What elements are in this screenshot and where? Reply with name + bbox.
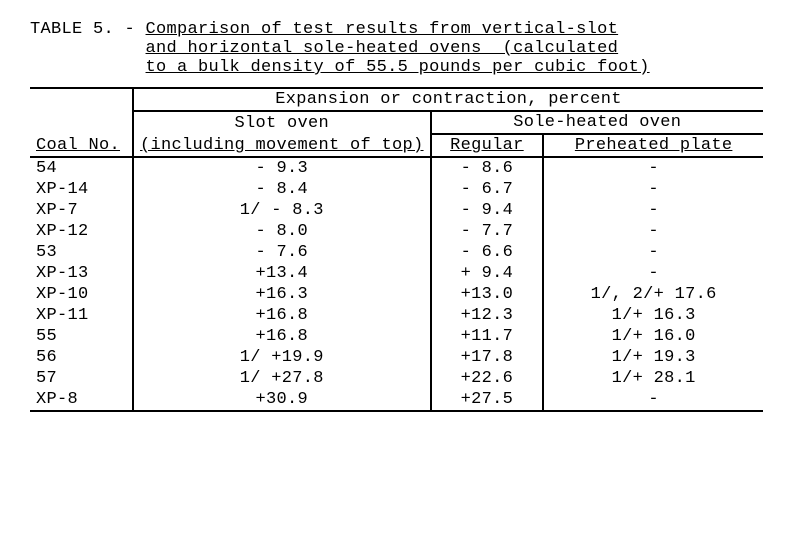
table-row: XP-12- 8.0- 7.7-	[30, 221, 763, 242]
cell-coal-no: 57	[30, 368, 133, 389]
cell-slot-oven: - 9.3	[133, 157, 431, 179]
cell-preheated: -	[543, 200, 763, 221]
cell-preheated: 1/, 2/+ 17.6	[543, 284, 763, 305]
cell-slot-oven: +16.3	[133, 284, 431, 305]
header-slot-oven-bot: (including movement of top)	[133, 134, 431, 157]
caption-indent-2	[30, 39, 146, 58]
cell-coal-no: XP-10	[30, 284, 133, 305]
table-row: 571/ +27.8+22.61/+ 28.1	[30, 368, 763, 389]
cell-coal-no: XP-11	[30, 305, 133, 326]
header-coal-no: Coal No.	[30, 134, 133, 157]
header-regular: Regular	[431, 134, 544, 157]
caption-line-3: to a bulk density of 55.5 pounds per cub…	[146, 58, 650, 77]
table-body: 54- 9.3- 8.6- XP-14- 8.4- 6.7- XP-71/ - …	[30, 157, 763, 411]
cell-regular: +13.0	[431, 284, 544, 305]
cell-regular: +11.7	[431, 326, 544, 347]
cell-slot-oven: 1/ +27.8	[133, 368, 431, 389]
header-expansion-span: Expansion or contraction, percent	[133, 88, 763, 111]
cell-regular: - 9.4	[431, 200, 544, 221]
cell-preheated: -	[543, 179, 763, 200]
results-table: Expansion or contraction, percent Slot o…	[30, 87, 763, 412]
cell-regular: +22.6	[431, 368, 544, 389]
cell-coal-no: 53	[30, 242, 133, 263]
caption-line-1: Comparison of test results from vertical…	[146, 20, 619, 39]
cell-regular: - 6.6	[431, 242, 544, 263]
cell-slot-oven: 1/ - 8.3	[133, 200, 431, 221]
caption-line-2: and horizontal sole-heated ovens (calcul…	[146, 39, 619, 58]
cell-coal-no: 54	[30, 157, 133, 179]
cell-slot-oven: +16.8	[133, 326, 431, 347]
table-caption: TABLE 5. - Comparison of test results fr…	[30, 20, 763, 77]
cell-regular: - 6.7	[431, 179, 544, 200]
cell-regular: +12.3	[431, 305, 544, 326]
cell-regular: +27.5	[431, 389, 544, 411]
cell-preheated: -	[543, 242, 763, 263]
cell-slot-oven: +13.4	[133, 263, 431, 284]
cell-regular: + 9.4	[431, 263, 544, 284]
header-sole-heated-top: Sole-heated oven	[431, 111, 763, 134]
table-row: XP-10+16.3+13.01/, 2/+ 17.6	[30, 284, 763, 305]
cell-preheated: 1/+ 16.0	[543, 326, 763, 347]
cell-coal-no: 56	[30, 347, 133, 368]
table-row: 561/ +19.9+17.81/+ 19.3	[30, 347, 763, 368]
cell-regular: +17.8	[431, 347, 544, 368]
cell-regular: - 8.6	[431, 157, 544, 179]
cell-slot-oven: - 8.4	[133, 179, 431, 200]
cell-coal-no: 55	[30, 326, 133, 347]
header-preheated: Preheated plate	[543, 134, 763, 157]
table-row: XP-71/ - 8.3- 9.4-	[30, 200, 763, 221]
cell-preheated: -	[543, 157, 763, 179]
cell-preheated: -	[543, 221, 763, 242]
cell-slot-oven: - 8.0	[133, 221, 431, 242]
cell-slot-oven: 1/ +19.9	[133, 347, 431, 368]
table-row: XP-14- 8.4- 6.7-	[30, 179, 763, 200]
cell-preheated: 1/+ 16.3	[543, 305, 763, 326]
cell-coal-no: XP-12	[30, 221, 133, 242]
table-row: XP-8+30.9+27.5-	[30, 389, 763, 411]
cell-preheated: 1/+ 28.1	[543, 368, 763, 389]
cell-coal-no: XP-14	[30, 179, 133, 200]
header-blank-2	[30, 111, 133, 134]
cell-coal-no: XP-8	[30, 389, 133, 411]
table-row: XP-11+16.8+12.31/+ 16.3	[30, 305, 763, 326]
cell-slot-oven: +16.8	[133, 305, 431, 326]
table-row: 54- 9.3- 8.6-	[30, 157, 763, 179]
caption-indent-3	[30, 58, 146, 77]
cell-preheated: 1/+ 19.3	[543, 347, 763, 368]
table-row: XP-13+13.4+ 9.4-	[30, 263, 763, 284]
caption-prefix: TABLE 5. -	[30, 20, 146, 39]
table-row: 55+16.8+11.71/+ 16.0	[30, 326, 763, 347]
cell-regular: - 7.7	[431, 221, 544, 242]
cell-slot-oven: - 7.6	[133, 242, 431, 263]
header-slot-oven-top: Slot oven	[133, 111, 431, 134]
header-blank-1	[30, 88, 133, 111]
cell-coal-no: XP-7	[30, 200, 133, 221]
table-row: 53- 7.6- 6.6-	[30, 242, 763, 263]
cell-preheated: -	[543, 389, 763, 411]
cell-preheated: -	[543, 263, 763, 284]
cell-coal-no: XP-13	[30, 263, 133, 284]
cell-slot-oven: +30.9	[133, 389, 431, 411]
